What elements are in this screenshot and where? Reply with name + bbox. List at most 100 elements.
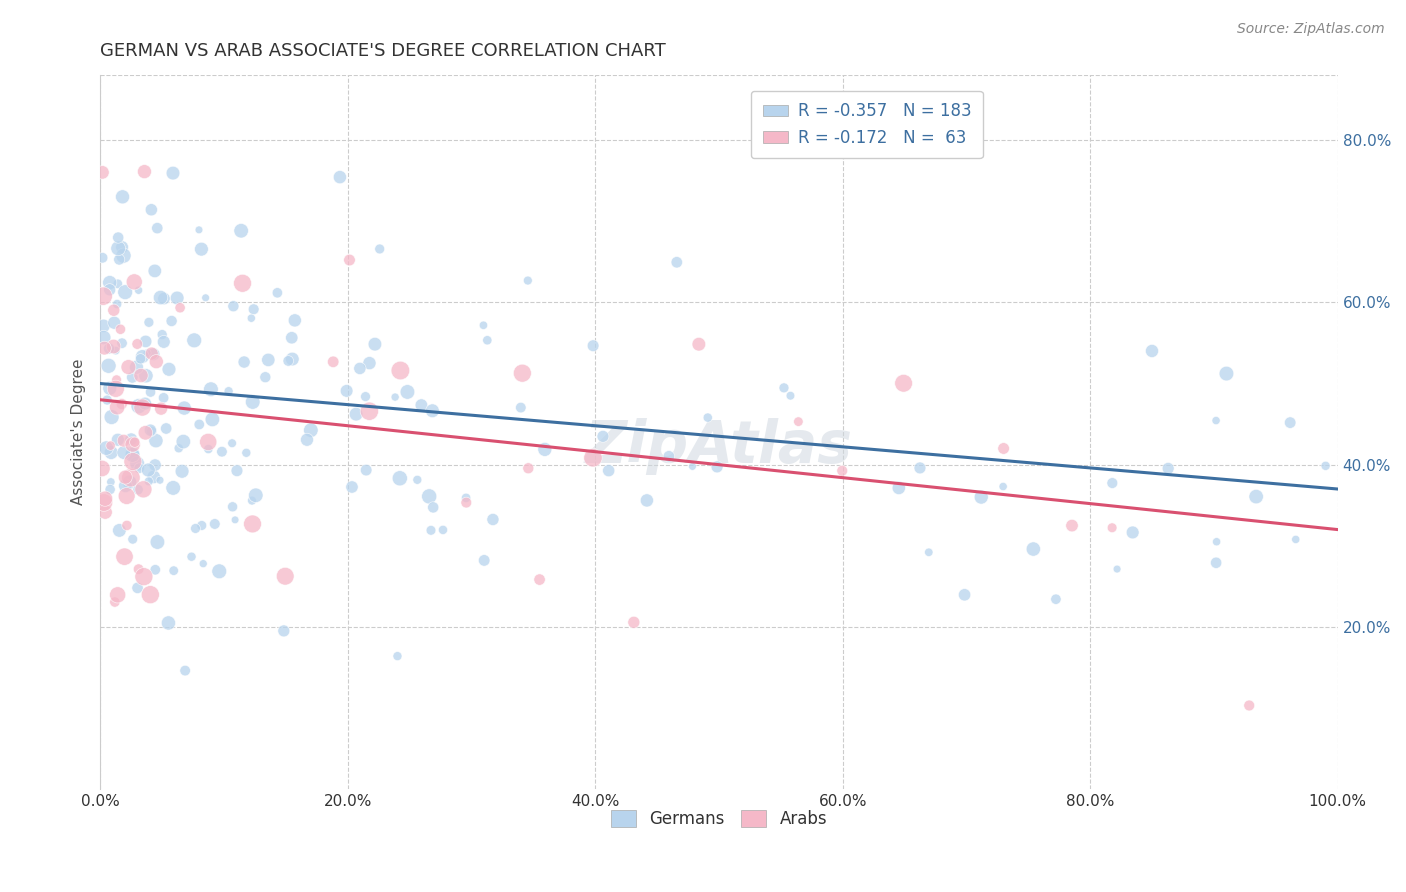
Point	[160, 314, 183, 328]
Point	[887, 481, 910, 495]
Point	[107, 241, 129, 255]
Point	[139, 385, 162, 400]
Point	[138, 315, 160, 329]
Point	[93, 495, 115, 509]
Point	[277, 354, 299, 368]
Point	[582, 450, 605, 465]
Point	[166, 291, 188, 305]
Point	[387, 649, 409, 664]
Point	[970, 490, 993, 504]
Point	[787, 415, 810, 429]
Point	[146, 221, 169, 235]
Point	[135, 334, 157, 349]
Point	[114, 479, 136, 493]
Point	[120, 432, 142, 446]
Point	[893, 376, 915, 391]
Point	[273, 624, 295, 638]
Text: GERMAN VS ARAB ASSOCIATE'S DEGREE CORRELATION CHART: GERMAN VS ARAB ASSOCIATE'S DEGREE CORREL…	[100, 42, 666, 60]
Point	[184, 521, 207, 535]
Point	[131, 401, 153, 415]
Point	[121, 532, 143, 546]
Legend: Germans, Arabs: Germans, Arabs	[605, 803, 834, 834]
Point	[509, 401, 531, 415]
Point	[1237, 698, 1260, 713]
Point	[1140, 343, 1163, 358]
Point	[98, 483, 121, 497]
Point	[121, 370, 143, 384]
Point	[128, 562, 150, 576]
Point	[221, 436, 243, 450]
Point	[105, 297, 128, 311]
Point	[1279, 416, 1302, 430]
Point	[245, 488, 267, 502]
Point	[120, 471, 142, 485]
Point	[281, 331, 304, 345]
Point	[696, 410, 718, 425]
Point	[142, 347, 165, 361]
Point	[354, 463, 377, 477]
Point	[91, 289, 114, 303]
Point	[174, 664, 197, 678]
Point	[1107, 562, 1129, 576]
Point	[636, 493, 658, 508]
Point	[993, 442, 1015, 456]
Point	[1244, 490, 1267, 504]
Point	[121, 437, 143, 451]
Point	[188, 223, 211, 237]
Point	[108, 252, 131, 267]
Point	[200, 382, 222, 396]
Point	[180, 549, 202, 564]
Point	[112, 445, 135, 459]
Point	[1045, 592, 1067, 607]
Point	[96, 441, 118, 455]
Point	[339, 253, 361, 268]
Point	[167, 441, 190, 455]
Point	[1205, 556, 1227, 570]
Point	[368, 242, 391, 256]
Point	[132, 483, 155, 497]
Point	[658, 450, 681, 464]
Point	[112, 249, 135, 263]
Point	[512, 366, 534, 380]
Point	[1215, 367, 1237, 381]
Point	[108, 524, 131, 538]
Point	[129, 351, 152, 366]
Point	[1122, 525, 1144, 540]
Point	[155, 421, 177, 435]
Point	[139, 423, 162, 437]
Point	[422, 403, 444, 417]
Point	[908, 461, 931, 475]
Point	[336, 384, 359, 398]
Point	[201, 412, 224, 426]
Point	[153, 292, 176, 306]
Point	[231, 277, 253, 291]
Point	[406, 473, 429, 487]
Point	[197, 442, 219, 456]
Point	[384, 390, 406, 404]
Point	[117, 360, 139, 375]
Point	[107, 277, 129, 291]
Point	[432, 523, 454, 537]
Point	[143, 264, 166, 278]
Point	[1101, 476, 1123, 491]
Point	[103, 339, 125, 353]
Point	[688, 337, 710, 351]
Point	[411, 398, 433, 412]
Point	[138, 475, 160, 489]
Point	[222, 299, 245, 313]
Point	[169, 301, 191, 315]
Point	[100, 439, 122, 453]
Point	[299, 423, 322, 437]
Point	[582, 339, 605, 353]
Point	[112, 434, 135, 448]
Point	[107, 588, 129, 602]
Point	[121, 448, 143, 462]
Point	[359, 356, 381, 370]
Point	[114, 285, 136, 300]
Point	[681, 459, 703, 474]
Point	[242, 395, 264, 409]
Point	[454, 491, 477, 505]
Point	[104, 595, 127, 609]
Point	[190, 518, 212, 533]
Point	[1205, 534, 1227, 549]
